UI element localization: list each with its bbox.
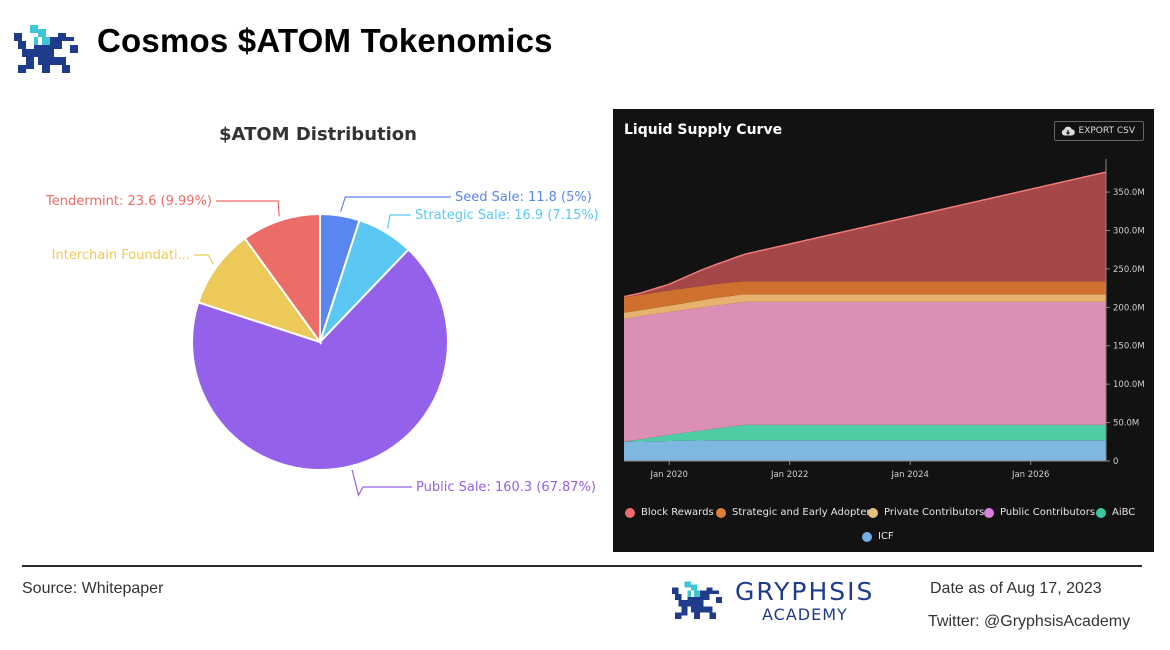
pie-slice[interactable] <box>243 212 321 346</box>
pie-leader-line <box>387 214 411 229</box>
pie-slice-label: Strategic Sale: 16.9 (7.15%) <box>415 208 599 223</box>
pie-leader-line <box>340 196 451 212</box>
liquid-supply-legend: Block Rewards Strategic and Early Adopter… <box>613 507 1154 552</box>
pie-slice-label: Seed Sale: 11.8 (5%) <box>455 190 592 205</box>
export-csv-button[interactable]: EXPORT CSV <box>1053 121 1144 141</box>
legend-dot <box>1096 507 1106 518</box>
pie-slice-label: Tendermint: 23.6 (9.99%) <box>45 194 212 209</box>
page-title: Cosmos $ATOM Tokenomics <box>97 22 553 59</box>
legend-item[interactable]: Block Rewards <box>625 507 714 518</box>
legend-label: ICF <box>878 531 894 542</box>
legend-label: Strategic and Early Adopters <box>732 507 876 518</box>
x-tick-label: Jan 2026 <box>1011 470 1049 480</box>
x-tick-label: Jan 2022 <box>770 470 808 480</box>
date-text: Date as of Aug 17, 2023 <box>930 580 1102 597</box>
gryphon-logo-icon <box>14 25 78 73</box>
area-series-block-rewards[interactable] <box>624 172 1106 298</box>
legend-dot <box>984 507 994 518</box>
x-tick-label: Jan 2024 <box>890 470 928 480</box>
y-tick-label: 100.0M <box>1113 380 1145 390</box>
legend-label: AiBC <box>1112 507 1136 518</box>
y-tick-label: 150.0M <box>1113 342 1145 352</box>
brand-subtitle: ACADEMY <box>762 605 848 624</box>
area-series-strategic-and-early-adopters[interactable] <box>624 281 1106 313</box>
pie-leader-line <box>351 469 412 497</box>
pie-leader-line <box>216 200 280 217</box>
source-text: Source: Whitepaper <box>22 580 164 597</box>
y-tick-label: 50.0M <box>1113 419 1139 429</box>
area-series-icf[interactable] <box>624 440 1106 461</box>
liquid-supply-area-chart: 0 50.0M 100.0M 150.0M 200.0M 250.0M 300.0M 350.… <box>623 159 1145 480</box>
legend-dot <box>625 507 635 518</box>
gryphsis-logo-icon <box>672 581 722 619</box>
liquid-supply-title: Liquid Supply Curve <box>624 122 783 138</box>
atom-distribution-pie-chart: Seed Sale: 11.8 (5%) Strategic Sale: 16.9… <box>45 190 599 497</box>
brand-name: GRYPHSIS <box>735 577 875 606</box>
area-series-private-contributors[interactable] <box>624 294 1106 319</box>
cloud-download-icon <box>1061 126 1075 136</box>
x-tick-label: Jan 2020 <box>649 470 687 480</box>
y-tick-label: 0 <box>1113 457 1118 467</box>
export-csv-label: EXPORT CSV <box>1078 126 1135 136</box>
footer-divider <box>22 565 1142 567</box>
legend-item[interactable]: Private Contributors <box>868 507 984 518</box>
legend-label: Public Contributors <box>1000 507 1096 518</box>
legend-item[interactable]: ICF <box>862 531 894 542</box>
legend-item[interactable]: AiBC <box>1096 507 1135 518</box>
area-series-aibc[interactable] <box>624 424 1106 442</box>
pie-slice[interactable] <box>191 248 449 471</box>
liquid-supply-curve-panel: Liquid Supply Curve EXPORT CSV 0 50.0M 100… <box>613 109 1154 552</box>
block-rewards-top-line <box>623 171 1107 298</box>
y-tick-label: 250.0M <box>1113 265 1145 275</box>
legend-dot <box>862 531 872 542</box>
legend-dot <box>716 507 726 518</box>
y-tick-label: 200.0M <box>1113 303 1145 313</box>
y-tick-label: 300.0M <box>1113 226 1145 236</box>
legend-item[interactable]: Public Contributors <box>984 507 1095 518</box>
area-series-public-contributors[interactable] <box>624 301 1106 442</box>
pie-leader-line <box>194 254 214 265</box>
pie-slice-label: Interchain Foundati... <box>52 248 190 263</box>
pie-chart-title: $ATOM Distribution <box>219 124 417 145</box>
legend-item[interactable]: Strategic and Early Adopters <box>716 507 876 518</box>
pie-slice[interactable] <box>197 237 323 344</box>
y-tick-label: 350.0M <box>1113 188 1145 198</box>
twitter-handle[interactable]: Twitter: @GryphsisAcademy <box>928 613 1131 630</box>
legend-dot <box>868 507 878 518</box>
pie-slice-label: Public Sale: 160.3 (67.87%) <box>416 480 596 495</box>
legend-label: Block Rewards <box>641 507 714 518</box>
legend-label: Private Contributors <box>884 507 985 518</box>
